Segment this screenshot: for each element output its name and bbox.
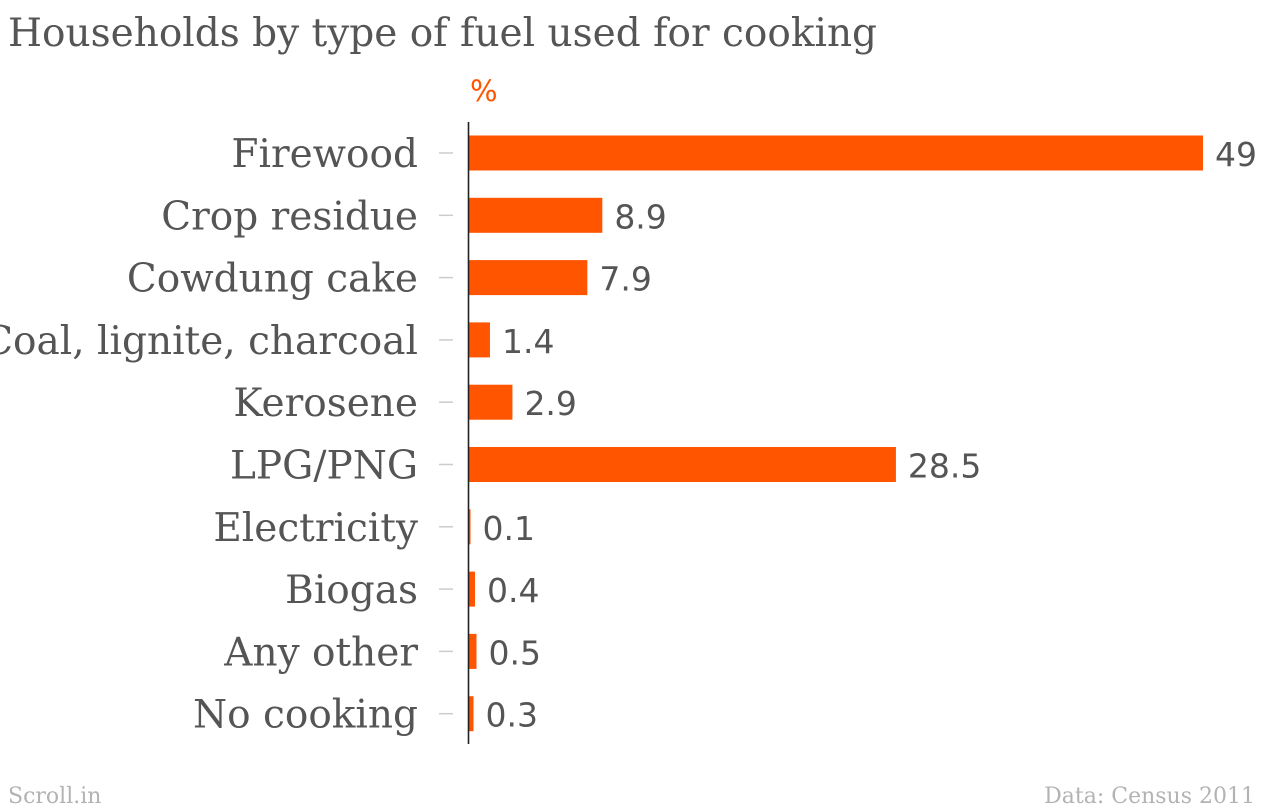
bar [469, 696, 474, 732]
bar [469, 322, 490, 358]
category-label: Crop residue [161, 194, 418, 239]
bar [469, 135, 1203, 171]
category-label: Coal, lignite, charcoal [0, 319, 418, 364]
value-label: 28.5 [908, 447, 981, 486]
chart-title: Households by type of fuel used for cook… [8, 11, 877, 56]
value-label: 0.3 [485, 696, 537, 735]
value-label: 7.9 [599, 260, 651, 299]
value-label: 49 [1215, 135, 1257, 174]
bar [469, 509, 471, 545]
bar [469, 260, 588, 296]
value-label: 1.4 [502, 322, 554, 361]
category-label: LPG/PNG [230, 444, 418, 489]
value-label: 0.1 [482, 509, 534, 548]
footer-source: Data: Census 2011 [1044, 784, 1255, 809]
category-label: No cooking [193, 693, 418, 738]
bar [469, 633, 477, 669]
value-label: 0.4 [487, 571, 539, 610]
footer-brand: Scroll.in [8, 784, 101, 809]
bar [469, 447, 896, 482]
value-label: 8.9 [614, 197, 666, 236]
bar [469, 197, 603, 233]
category-label: Firewood [231, 132, 418, 177]
category-label: Any other [223, 630, 418, 675]
bar [469, 571, 475, 607]
bars-group: Firewood 49 Crop residue 8.9 Cowdung cake 7.9… [0, 132, 1257, 738]
value-label: 0.5 [488, 633, 540, 672]
category-label: Biogas [285, 568, 418, 613]
category-label: Kerosene [233, 381, 418, 426]
bar [469, 384, 513, 420]
category-label: Cowdung cake [127, 257, 418, 302]
category-label: Electricity [213, 506, 418, 551]
unit-label: % [470, 74, 498, 108]
value-label: 2.9 [524, 384, 576, 423]
